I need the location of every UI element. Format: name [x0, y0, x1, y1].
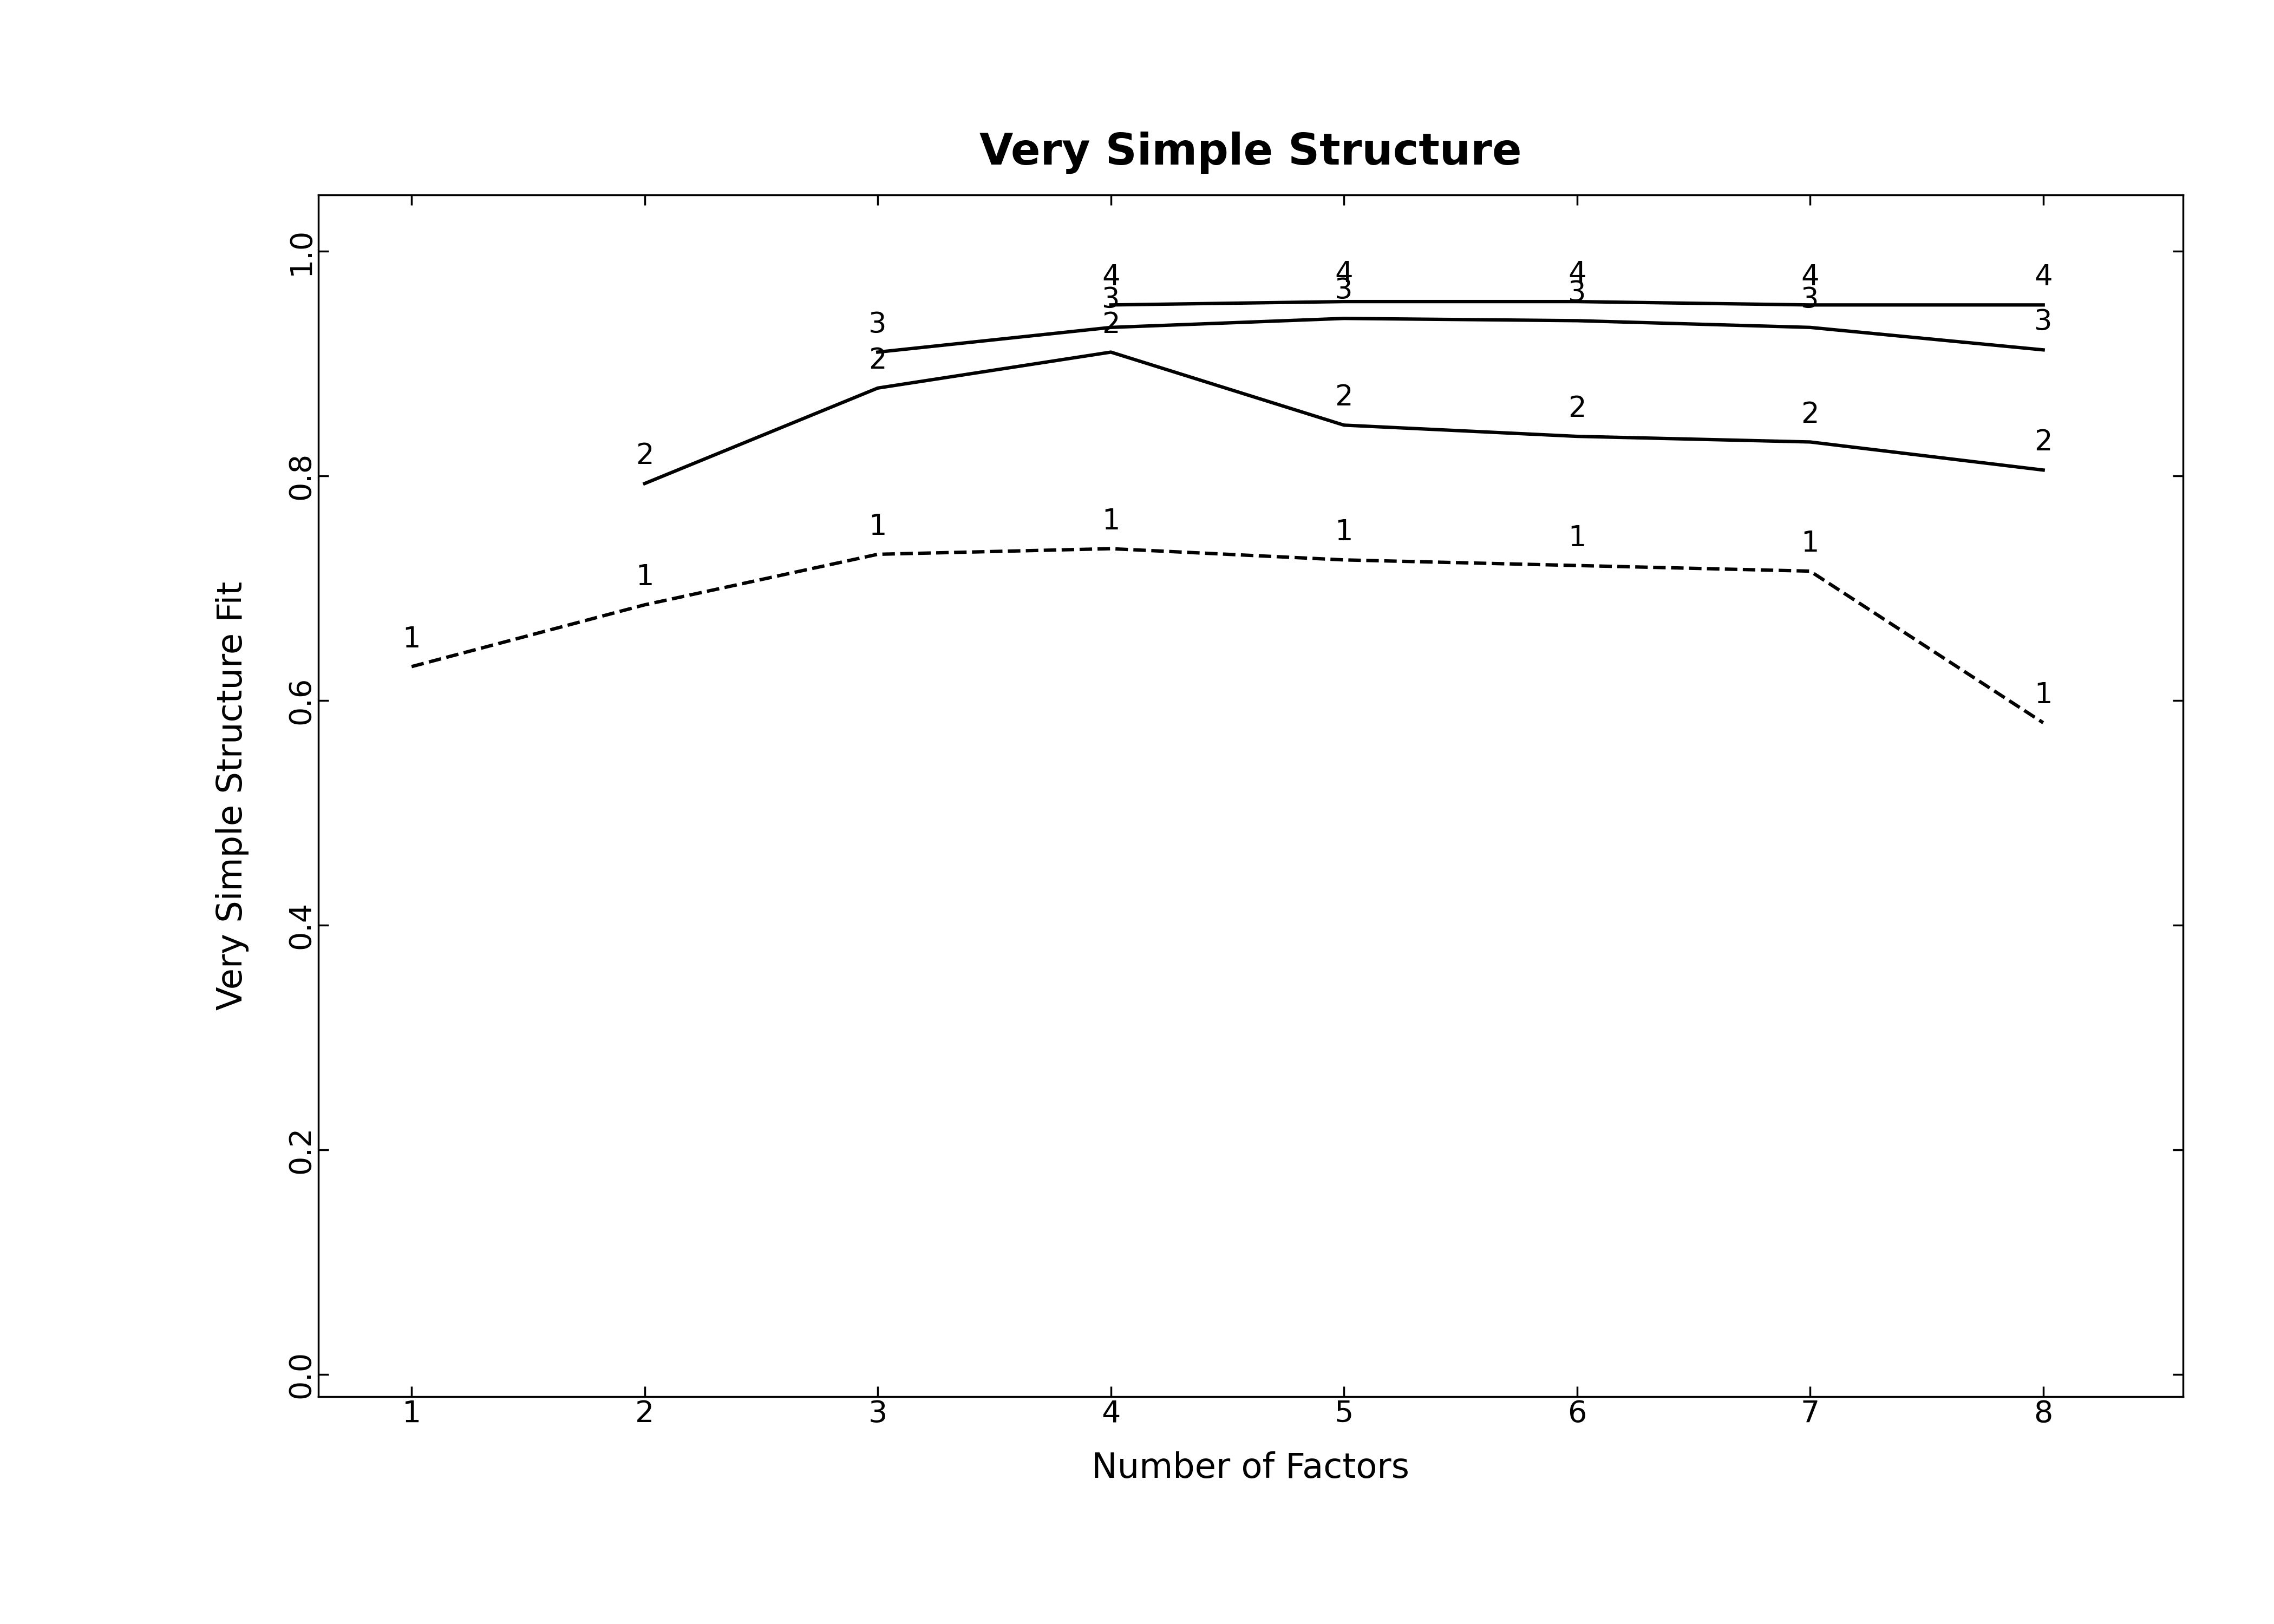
Text: 2: 2: [1569, 395, 1585, 422]
Text: 1: 1: [1801, 529, 1819, 557]
Text: 2: 2: [637, 442, 653, 469]
Text: 1: 1: [402, 625, 421, 653]
Text: 4: 4: [1801, 263, 1819, 291]
Text: 4: 4: [1101, 263, 1121, 291]
Text: 2: 2: [1801, 401, 1819, 429]
Y-axis label: Very Simple Structure Fit: Very Simple Structure Fit: [216, 581, 248, 1010]
Text: 2: 2: [1103, 310, 1119, 339]
Text: 1: 1: [869, 513, 887, 541]
Text: 3: 3: [869, 310, 887, 339]
Text: 4: 4: [2033, 263, 2053, 291]
Text: 3: 3: [1801, 286, 1819, 313]
Text: 1: 1: [1103, 507, 1119, 536]
Text: 2: 2: [869, 346, 887, 375]
Text: 2: 2: [2035, 429, 2051, 456]
X-axis label: Number of Factors: Number of Factors: [1092, 1452, 1410, 1484]
Text: 3: 3: [1103, 286, 1119, 313]
Title: Very Simple Structure: Very Simple Structure: [980, 132, 1521, 174]
Text: 4: 4: [1567, 260, 1587, 287]
Text: 3: 3: [1335, 276, 1353, 305]
Text: 1: 1: [1335, 518, 1353, 546]
Text: 4: 4: [1335, 260, 1353, 287]
Text: 2: 2: [1335, 383, 1353, 411]
Text: 3: 3: [2035, 309, 2051, 336]
Text: 1: 1: [2035, 680, 2051, 710]
Text: 3: 3: [1569, 279, 1585, 307]
Text: 1: 1: [1569, 525, 1585, 552]
Text: 1: 1: [637, 564, 653, 591]
